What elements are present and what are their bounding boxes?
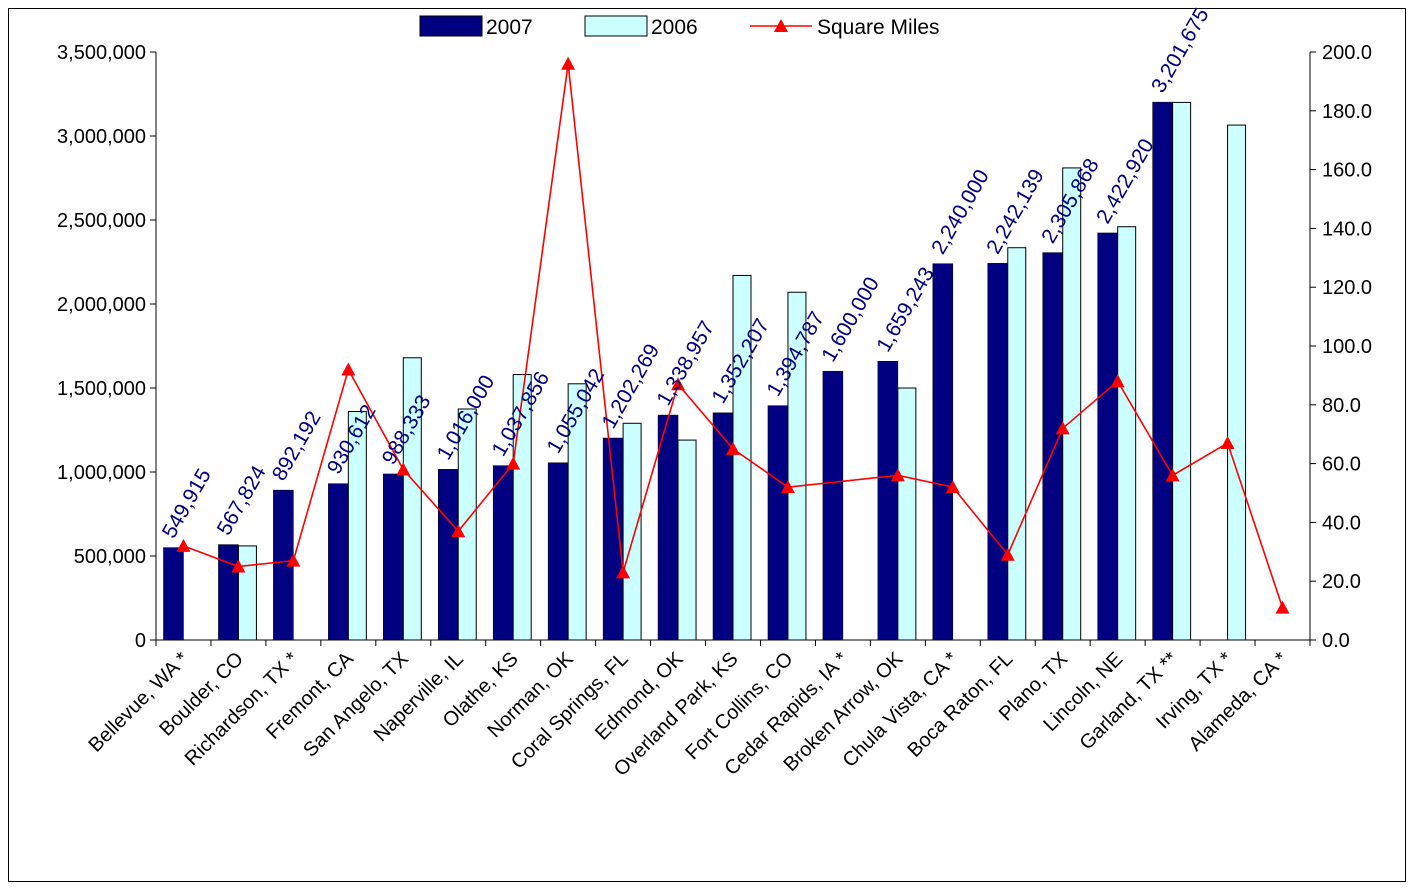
- data-label-2007-garland-tx: 3,201,675: [1147, 4, 1214, 96]
- bar-2006-overland-park-ks: [732, 274, 752, 641]
- bar-2006-boulder-co: [237, 545, 257, 641]
- data-label-2007-broken-arrow-ok: 1,659,243: [872, 263, 939, 355]
- square-miles-marker-garland-tx: [1165, 468, 1180, 482]
- data-label-2007-bellevue-wa: 549,915: [158, 465, 216, 542]
- bar-2007-garland-tx: [1152, 101, 1173, 641]
- square-miles-marker-alameda-ca: [1275, 600, 1290, 614]
- right-tick-label: 160.0: [1322, 160, 1372, 182]
- bar-2007-san-angelo-tx: [383, 473, 404, 641]
- data-label-2007-lincoln-ne: 2,422,920: [1092, 135, 1159, 227]
- bar-2006-olathe-ks: [512, 374, 532, 641]
- square-miles-marker-fremont-ca: [341, 362, 356, 376]
- category-label-alameda-ca: Alameda, CA *: [1185, 648, 1293, 756]
- bar-2007-cedar-rapids-ia: [822, 370, 844, 641]
- bar-2007-boulder-co: [218, 544, 239, 641]
- legend-label-square-miles: Square Miles: [817, 16, 940, 39]
- square-miles-marker-irving-tx: [1220, 436, 1235, 450]
- right-tick-label: 40.0: [1322, 512, 1361, 534]
- bar-2006-fremont-ca: [347, 411, 367, 641]
- data-label-2007-richardson-tx: 892,192: [268, 407, 326, 484]
- bar-2007-boca-raton-fl: [987, 263, 1009, 641]
- left-tick-label: 0: [135, 630, 146, 652]
- bar-2007-naperville-il: [437, 469, 459, 641]
- square-miles-marker-plano-tx: [1055, 421, 1070, 435]
- bar-2006-boca-raton-fl: [1007, 247, 1027, 641]
- square-miles-marker-overland-park-ks: [726, 441, 740, 455]
- bar-2006-irving-tx: [1227, 124, 1247, 641]
- bar-2006-broken-arrow-ok: [897, 387, 917, 641]
- square-miles-marker-fort-collins-co: [780, 480, 795, 494]
- square-miles-marker-coral-springs-fl: [616, 565, 631, 579]
- left-tick-label: 2,000,000: [57, 294, 146, 316]
- plot-area: 0 500,000 1,000,000 1,500,000 2,000,000 2,500…: [57, 4, 1372, 780]
- legend-label-2007: 2007: [486, 16, 533, 39]
- square-miles-marker-chula-vista-ca: [945, 480, 960, 494]
- right-tick-label: 0.0: [1322, 630, 1350, 652]
- square-miles-marker-bellevue-wa: [176, 538, 191, 552]
- bar-2007-lincoln-ne: [1097, 232, 1118, 641]
- right-tick-label: 60.0: [1322, 454, 1361, 476]
- bar-2006-garland-tx: [1172, 101, 1192, 641]
- bar-2006-edmond-ok: [677, 439, 697, 641]
- bar-2007-edmond-ok: [657, 414, 679, 641]
- right-tick-label: 100.0: [1322, 336, 1372, 358]
- right-tick-label: 180.0: [1322, 101, 1372, 123]
- bar-2007-norman-ok: [547, 462, 569, 641]
- square-miles-marker-richardson-tx: [286, 553, 301, 567]
- right-tick-label: 80.0: [1322, 395, 1361, 417]
- right-tick-label: 20.0: [1322, 571, 1361, 593]
- square-miles-marker-boulder-co: [231, 559, 246, 573]
- legend: 2007 2006 Square Miles: [419, 15, 940, 39]
- bar-2007-plano-tx: [1042, 252, 1063, 641]
- bar-2007-overland-park-ks: [712, 412, 734, 641]
- square-miles-marker-edmond-ok: [671, 377, 686, 391]
- left-tick-label: 500,000: [74, 546, 146, 568]
- data-label-2007-boulder-co: 567,824: [213, 462, 271, 540]
- bar-2006-san-angelo-tx: [402, 357, 422, 641]
- bar-2007-olathe-ks: [492, 465, 514, 641]
- bar-2007-fremont-ca: [328, 483, 349, 641]
- bar-2007-fort-collins-co: [767, 405, 789, 641]
- square-miles-marker-norman-ok: [561, 56, 576, 70]
- legend-label-2006: 2006: [651, 16, 698, 39]
- square-miles-marker-naperville-il: [451, 524, 466, 538]
- right-tick-label: 140.0: [1322, 218, 1372, 240]
- legend-swatch-2006: [584, 15, 648, 37]
- bar-2007-chula-vista-ca: [932, 263, 954, 641]
- square-miles-marker-broken-arrow-ok: [890, 468, 905, 482]
- data-label-2007-coral-springs-fl: 1,202,269: [598, 340, 665, 432]
- right-tick-label: 200.0: [1322, 42, 1372, 64]
- legend-marker-square-miles: [774, 19, 788, 32]
- category-label-garland-tx: Garland, TX **: [1076, 648, 1183, 755]
- left-tick-label: 3,500,000: [57, 42, 146, 64]
- legend-swatch-2007: [419, 15, 483, 37]
- square-miles-marker-boca-raton-fl: [1000, 547, 1015, 561]
- left-tick-label: 3,000,000: [57, 126, 146, 148]
- bar-2007-broken-arrow-ok: [877, 360, 899, 641]
- square-miles-marker-san-angelo-tx: [396, 462, 411, 476]
- bar-2007-bellevue-wa: [163, 547, 184, 641]
- left-tick-label: 1,000,000: [57, 462, 146, 484]
- square-miles-marker-olathe-ks: [506, 456, 521, 470]
- right-tick-label: 120.0: [1322, 277, 1372, 299]
- bar-2006-coral-springs-fl: [622, 422, 642, 641]
- bar-2006-norman-ok: [567, 383, 587, 641]
- bar-2006-fort-collins-co: [787, 291, 807, 641]
- square-miles-marker-lincoln-ne: [1110, 374, 1125, 388]
- left-tick-label: 1,500,000: [57, 378, 146, 400]
- square-miles-line: [183, 63, 1284, 608]
- bar-2006-plano-tx: [1062, 167, 1082, 641]
- left-tick-label: 2,500,000: [57, 210, 146, 232]
- bar-2006-lincoln-ne: [1117, 226, 1137, 641]
